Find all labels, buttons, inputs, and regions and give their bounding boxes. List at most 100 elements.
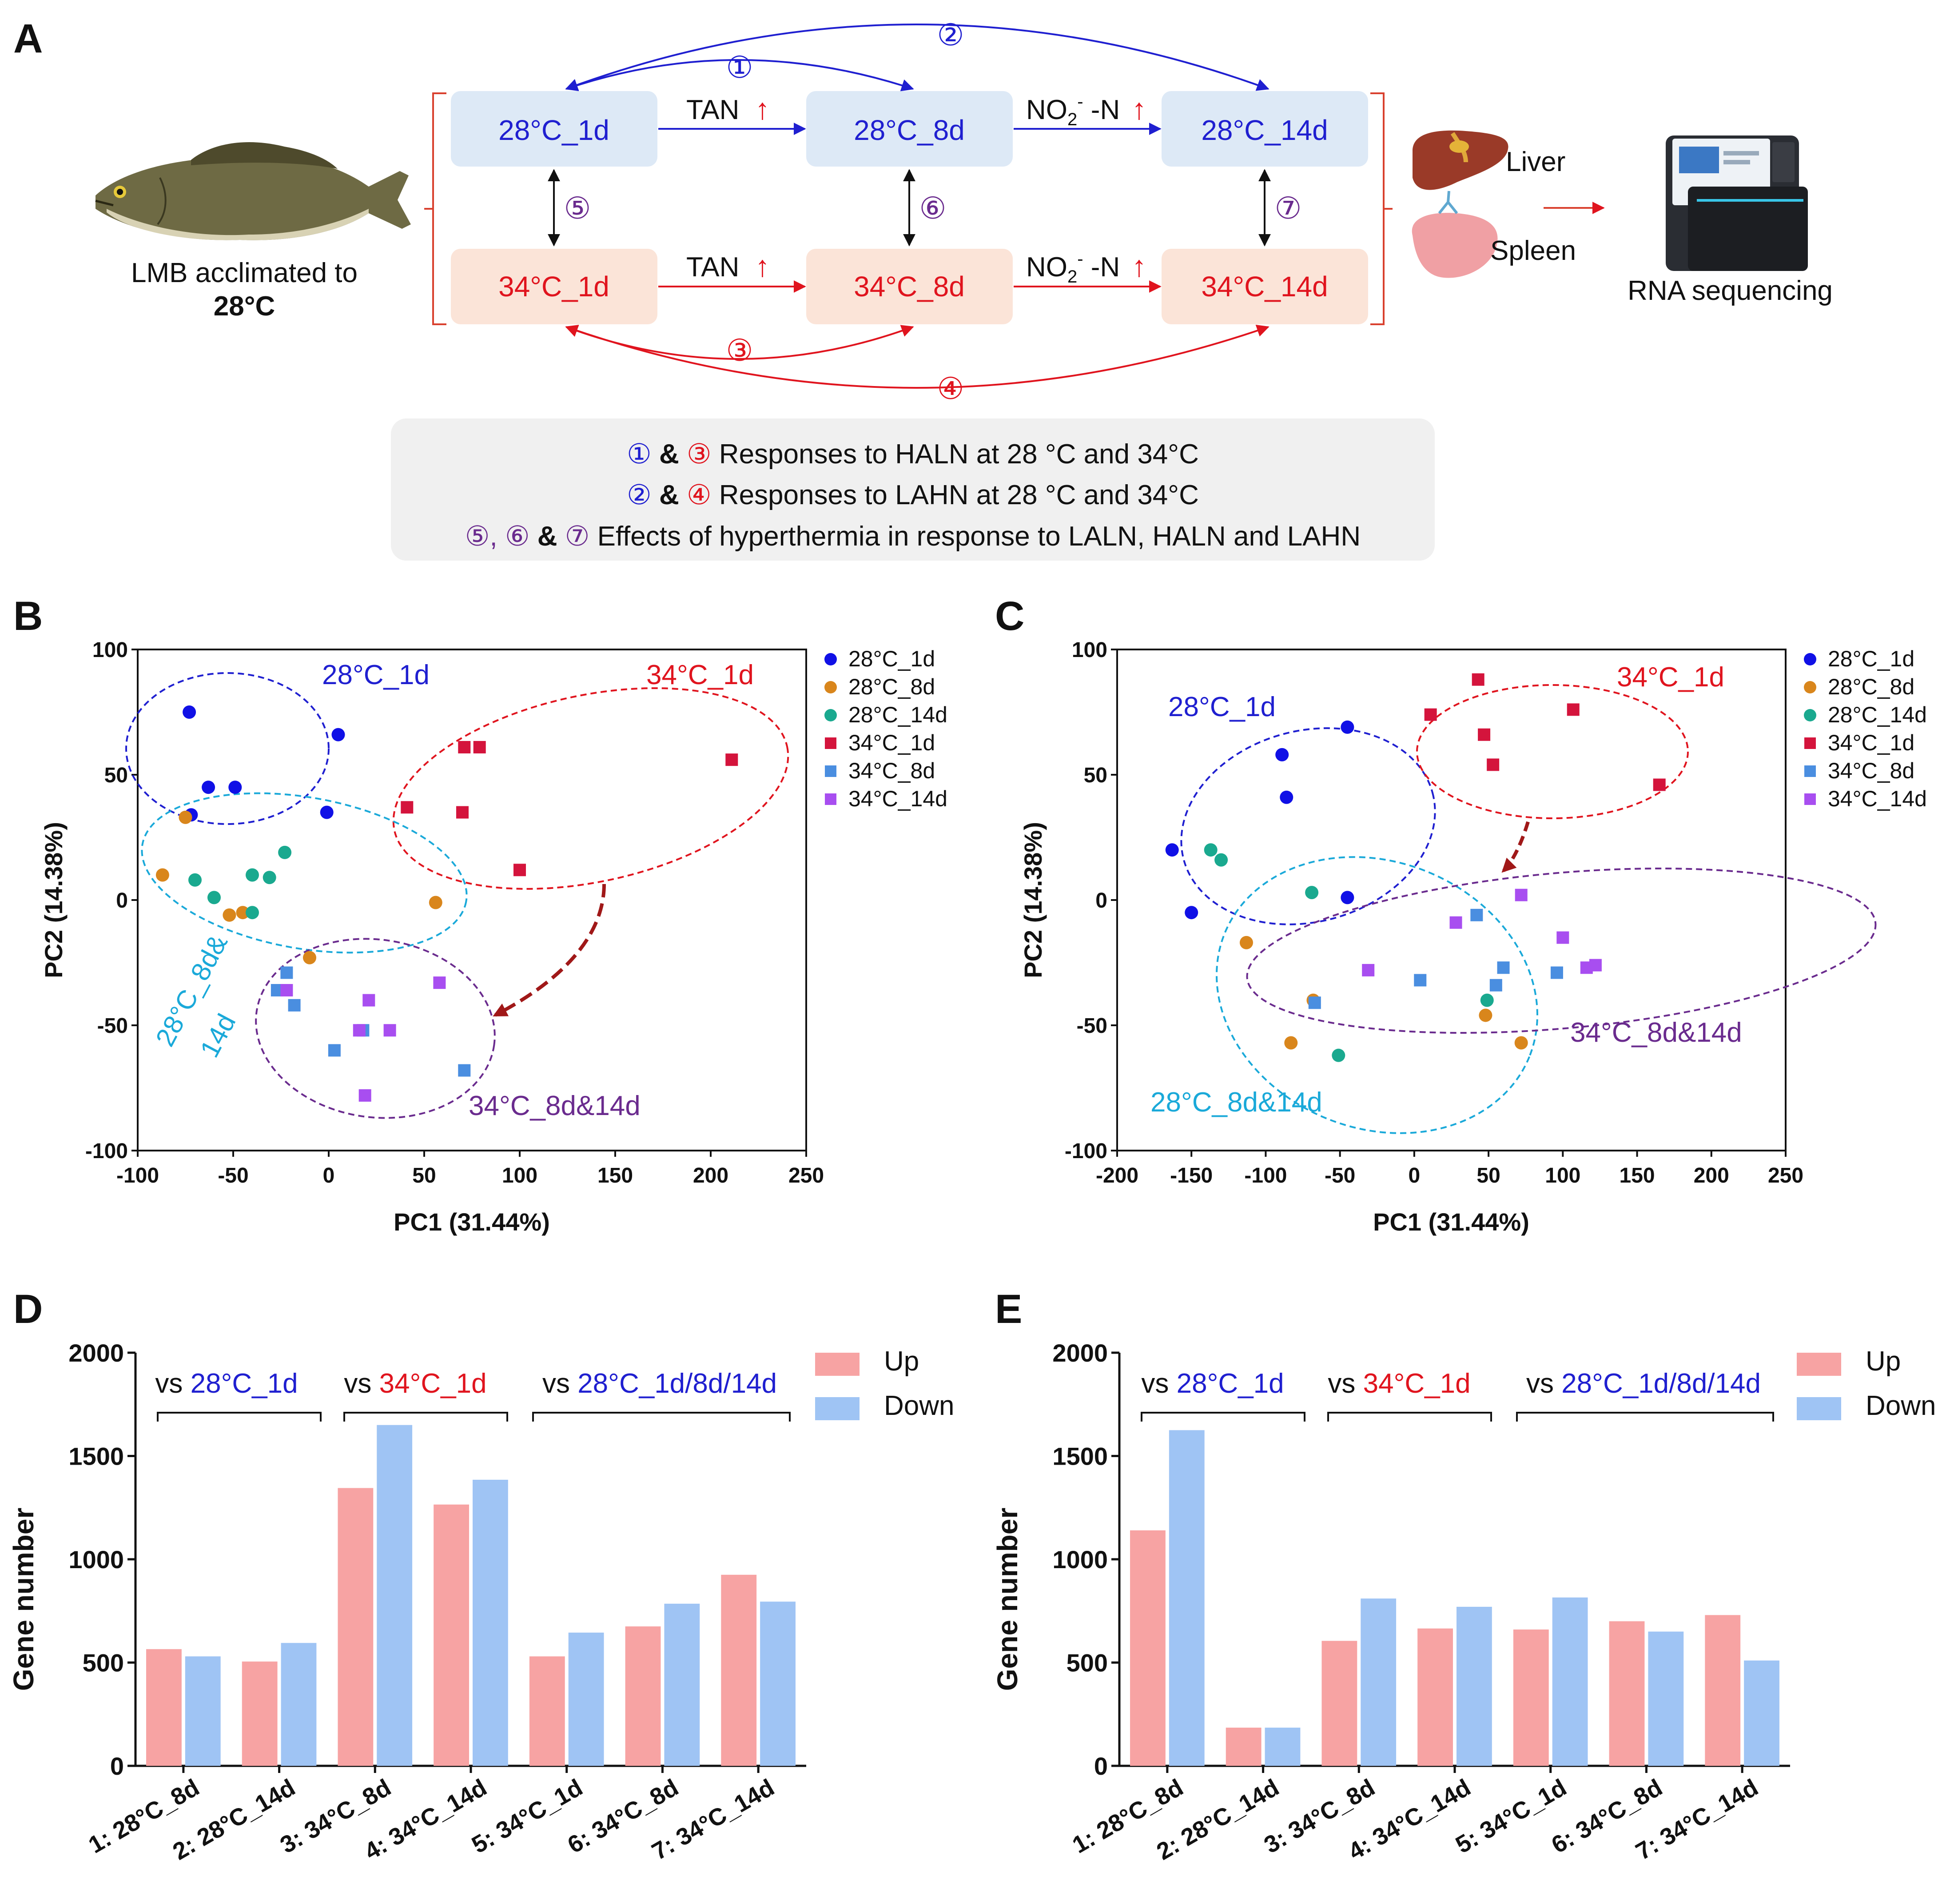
panel-e-label: E [995,1287,1022,1332]
c-point [1472,673,1484,686]
b-legend-marker [824,709,837,721]
b-point [280,984,293,997]
d-ytick-label: 1000 [68,1546,124,1573]
box-28c-1d: 28°C_1d [451,91,657,167]
b-ytick-label: -100 [85,1139,128,1163]
c-point [1514,1036,1528,1050]
b-legend-label: 28°C_8d [848,674,935,699]
e-legend-swatch [1797,1397,1841,1420]
c-point [1479,1008,1492,1022]
panel-b-ellipse-28c-1d [125,672,330,825]
svg-text:28°C_14d: 28°C_14d [1201,114,1328,146]
b-point [183,705,196,719]
b-point [179,810,192,824]
panel-b-axes: -100 -50 0 50 100 150 200 250 -100 -50 0 50 100 [85,638,824,1187]
panel-b-label-28c-1d: 28°C_1d [322,660,430,690]
box-28c-8d: 28°C_8d [806,91,1013,167]
c-point [1308,996,1321,1009]
panel-b-ellipse-34c-1d [392,687,789,890]
svg-text:↑: ↑ [755,250,770,283]
c-point [1341,720,1354,734]
panel-c-ylabel: PC2 (14.38%) [1019,822,1047,978]
c-point [1550,966,1563,979]
c-ytick-label: 100 [1072,638,1107,662]
b-point [433,976,446,989]
panel-c-xlabel: PC1 (31.44%) [1373,1208,1529,1236]
b-xtick-label: -100 [116,1164,159,1187]
c-legend-marker [1804,765,1816,777]
c-ytick-label: -100 [1065,1139,1107,1163]
panel-b-points [155,705,738,1102]
svg-text:vs 34°C_1d: vs 34°C_1d [1328,1368,1470,1399]
svg-text:↑: ↑ [1132,250,1146,283]
organ-spleen-label: Spleen [1490,235,1576,266]
b-point [328,1044,341,1057]
panel-a: A LMB acclimated to 28°C 28°C_1d 28°C_8d [13,16,1833,561]
d-bar-down [664,1603,700,1766]
d-bar-down [473,1479,508,1766]
b-point [458,741,471,753]
panel-c-label-28c-1d: 28°C_1d [1168,692,1276,722]
b-point [456,806,469,819]
b-legend-label: 34°C_14d [848,786,947,811]
e-legend-label: Down [1866,1390,1936,1421]
svg-text:↑: ↑ [1132,92,1146,125]
e-bar-up [1609,1621,1645,1766]
panel-b-pca: B -100 -50 0 50 100 150 200 250 -100 -50 0 50 100 28… [13,594,947,1236]
d-bar-down [377,1425,413,1766]
b-point [303,951,316,964]
panel-c-ellipse-28c-1d [1180,727,1436,925]
b-point [236,906,250,920]
panel-c-axes: -200 -150 -100 -50 0 50 100 150 200 250 -100 -50 0 50… [1065,638,1803,1187]
b-point [223,908,236,922]
b-point [362,994,375,1007]
tan-label-bottom: TAN ↑ [686,250,770,283]
box-28c-14d: 28°C_14d [1162,91,1368,167]
c-xtick-label: -200 [1096,1164,1138,1187]
c-xtick-label: -100 [1244,1164,1287,1187]
left-bracket [432,92,446,325]
d-bar-down [760,1601,796,1766]
c-point [1362,964,1375,976]
circled-5: ⑤ [564,191,591,225]
b-ytick-label: 100 [92,638,128,662]
spleen-icon [1412,191,1498,278]
arc-comparison-1 [565,59,914,92]
d-legend-swatch [815,1353,860,1376]
panel-d-group-headers: vs 28°C_1d vs 34°C_1d vs 28°C_1d/8d/14d [155,1368,791,1422]
c-point [1284,1036,1298,1050]
e-bar-up [1417,1628,1453,1766]
c-xtick-label: -50 [1325,1164,1355,1187]
box-34c-8d: 34°C_8d [806,249,1013,324]
b-point [383,1024,396,1037]
d-bar-up [146,1649,182,1766]
c-point [1204,843,1218,857]
c-point [1275,748,1289,761]
b-xtick-label: 0 [323,1164,335,1187]
panel-d-legend: Up Down [815,1346,955,1421]
nitrite-label-top: NO2- -N ↑ [1026,92,1146,129]
panel-e-bars [1130,1430,1779,1766]
panel-e-legend: Up Down [1797,1346,1936,1421]
d-bar-up [242,1661,278,1766]
panel-b-legend: 28°C_1d 28°C_8d 28°C_14d 34°C_1d 34°C_8d 34°C… [824,646,947,811]
c-legend-marker [1804,653,1816,665]
b-legend-marker [825,737,836,749]
b-point [207,891,221,904]
c-xtick-label: 250 [1768,1164,1803,1187]
legend-line-1: ① & ③ Responses to HALN at 28 °C and 34°… [627,439,1199,470]
c-legend-marker [1804,793,1816,805]
c-legend-marker [1804,737,1816,749]
c-point [1489,979,1502,992]
b-point [246,868,259,882]
c-point [1478,728,1491,741]
rna-sequencer-icon [1666,135,1808,271]
svg-text:vs 28°C_1d/8d/14d: vs 28°C_1d/8d/14d [542,1368,777,1399]
c-point [1341,891,1354,904]
e-bar-down [1361,1598,1397,1766]
b-ytick-label: 50 [104,764,128,787]
b-legend-marker [825,793,836,805]
e-ytick-label: 1500 [1052,1442,1108,1470]
svg-text:↑: ↑ [755,92,770,125]
e-legend-label: Up [1866,1346,1901,1377]
